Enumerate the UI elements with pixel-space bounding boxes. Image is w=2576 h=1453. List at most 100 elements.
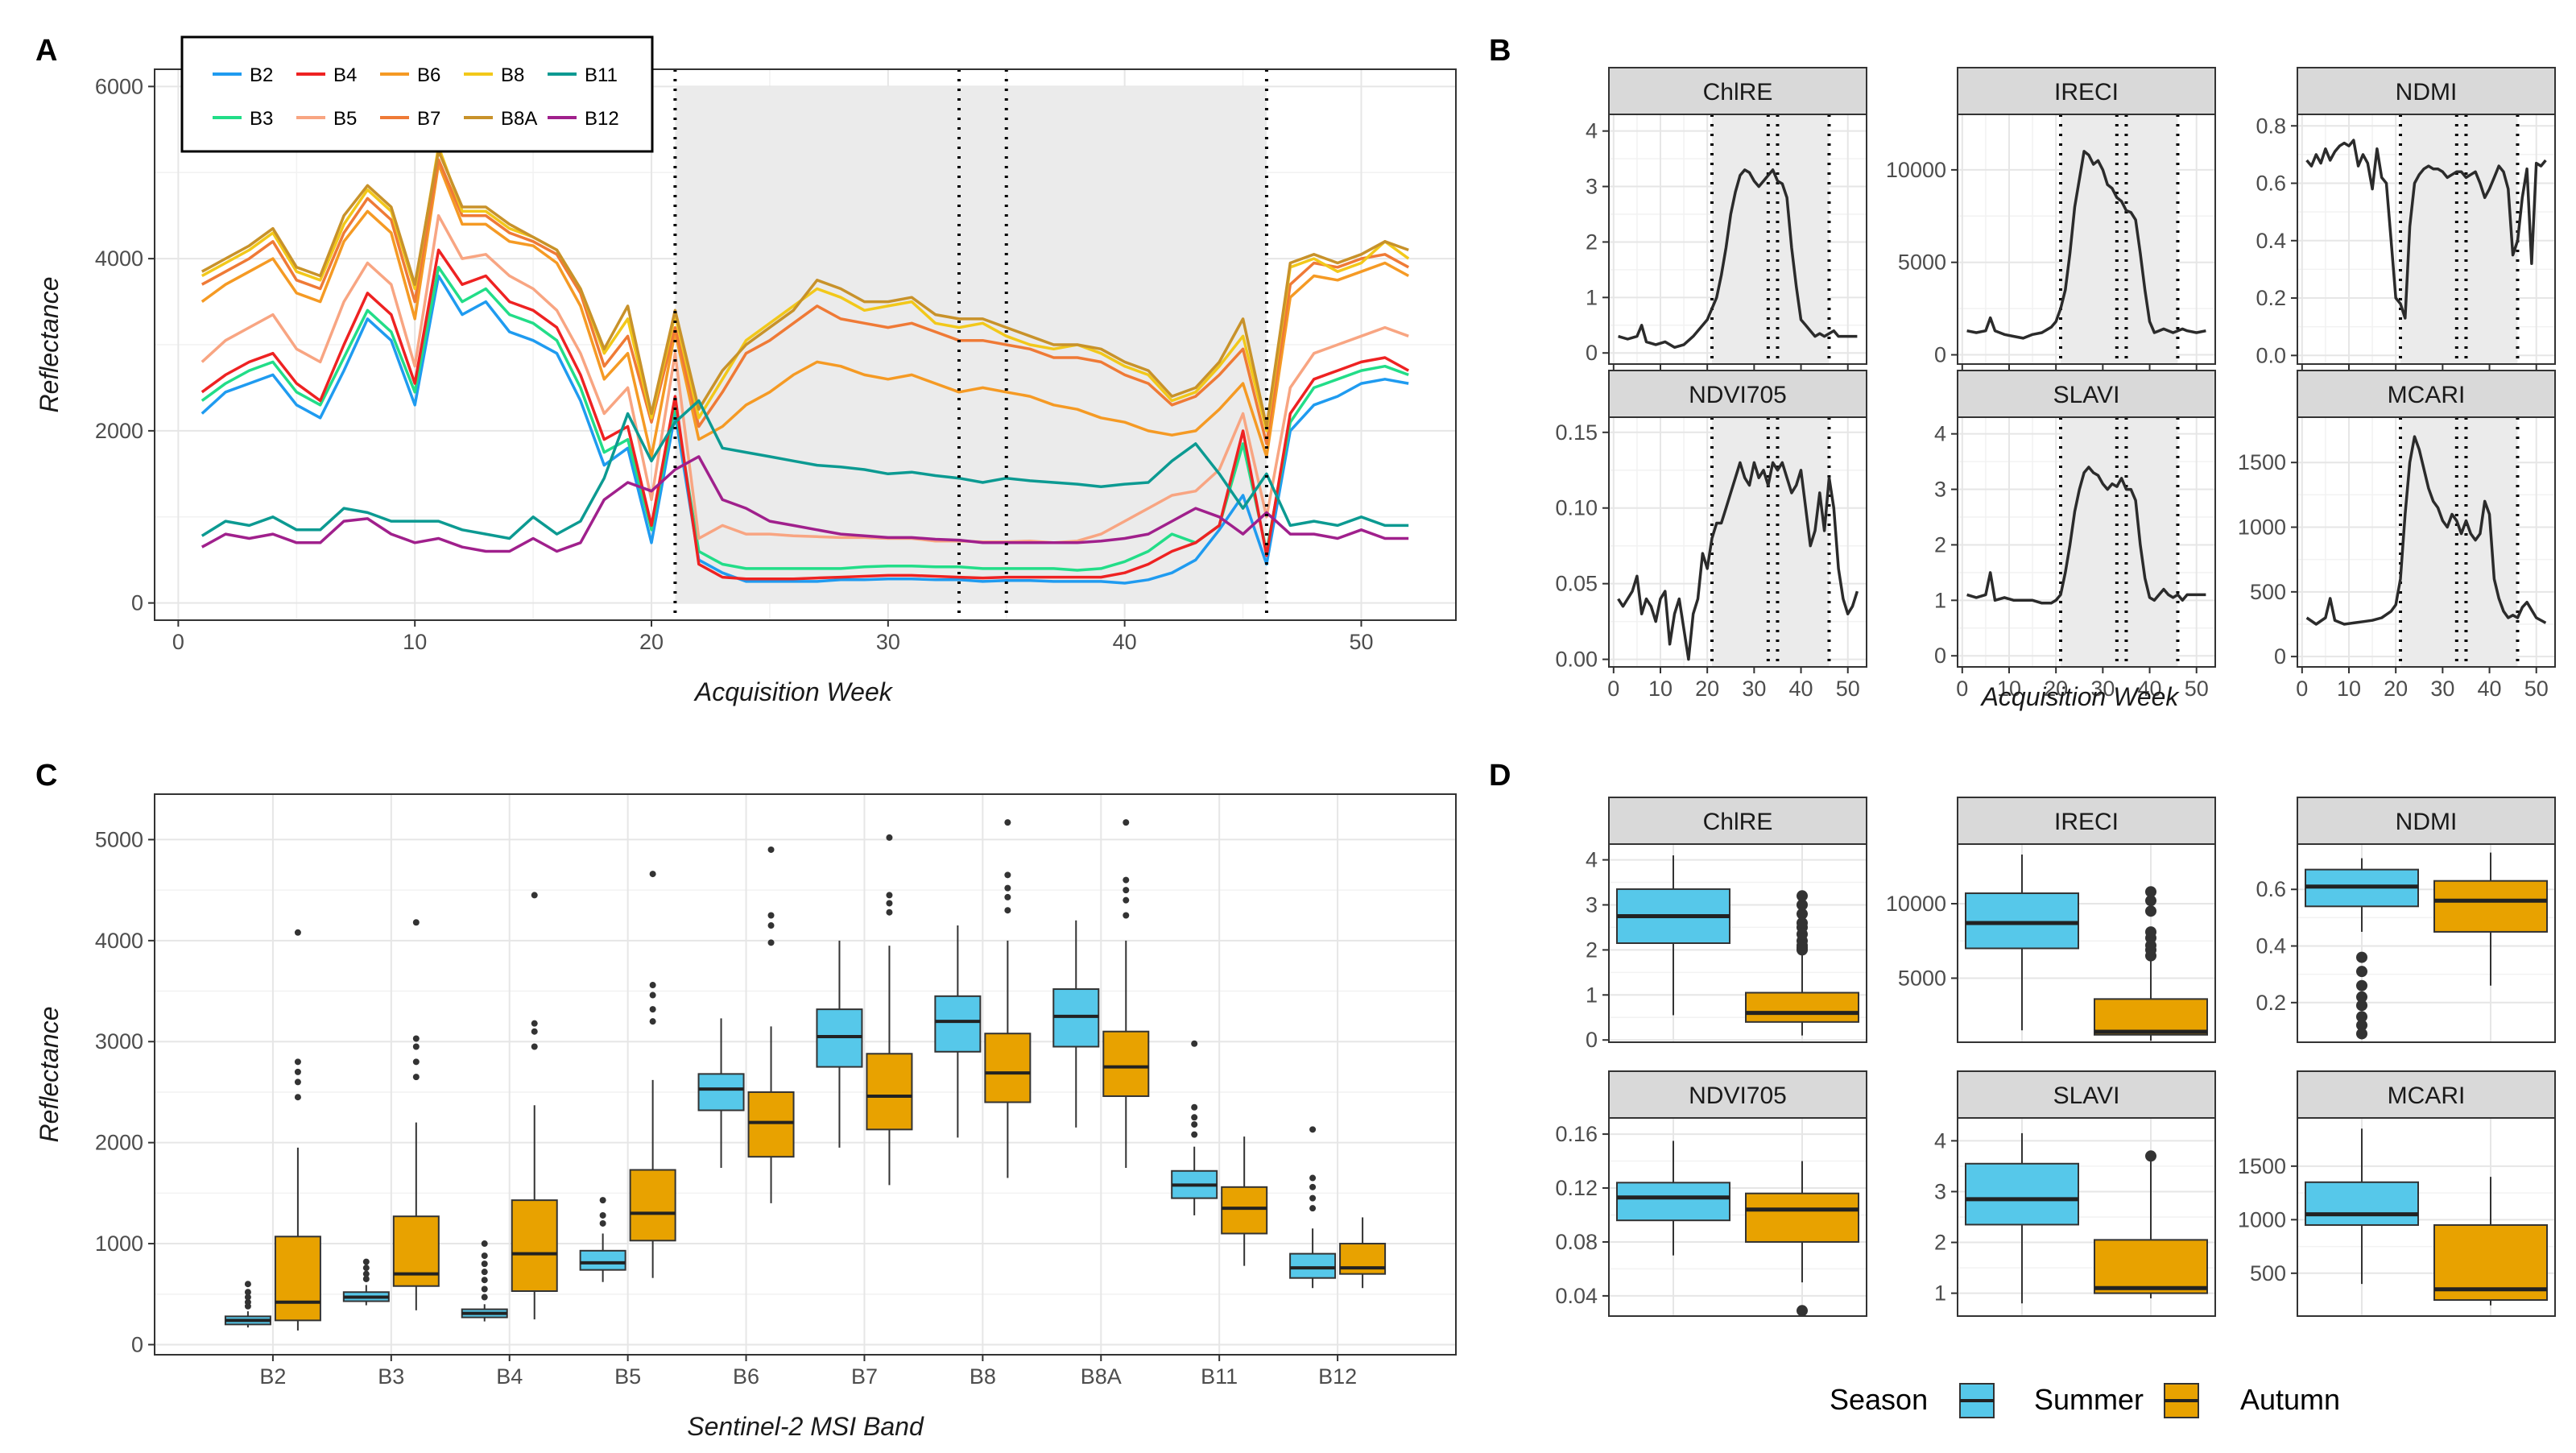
box-autumn-b4-outlier	[531, 892, 538, 899]
box-autumn-b7-outlier	[886, 892, 893, 899]
facet-b-mcari-x-tick-label: 50	[2524, 677, 2549, 701]
facet-b-mcari-x-tick-label: 10	[2337, 677, 2361, 701]
facet-d-ndvi705-autumn-outlier	[1797, 1305, 1808, 1317]
facet-b-ndvi705-x-tick-label: 0	[1607, 677, 1619, 701]
facet-b-ndmi-y-tick-label: 0.2	[2256, 286, 2286, 310]
facet-b-mcari-line	[2305, 435, 2547, 626]
legend-label-b8a: B8A	[501, 108, 537, 130]
facet-d-mcari-strip	[2297, 1070, 2556, 1119]
facet-b-chlre-y-tick-label: 2	[1586, 230, 1598, 254]
facet-d-slavi-strip	[1957, 1070, 2216, 1119]
legend-label-b3: B3	[250, 108, 273, 130]
facet-d-slavi-y-tick-label: 3	[1934, 1179, 1946, 1203]
box-summer-b12-outlier	[1309, 1183, 1317, 1190]
facet-b-ndvi705-x-tick-label: 20	[1695, 677, 1719, 701]
box-autumn-b8a-outlier	[1123, 819, 1130, 826]
box-summer-b11-outlier	[1191, 1040, 1198, 1047]
panel-a-x-tick-label: 30	[876, 630, 900, 654]
box-summer-b12-outlier	[1309, 1174, 1317, 1182]
box-summer-b4-outlier	[481, 1252, 488, 1260]
facet-d-chlre-strip	[1608, 797, 1867, 845]
facet-d-ireci-autumn-outlier	[2145, 926, 2156, 938]
facet-d-chlre-y-tick-label: 3	[1586, 892, 1598, 917]
panel-c-y-tick-label: 3000	[95, 1029, 143, 1054]
box-summer-b5-outlier	[599, 1211, 606, 1219]
facet-d-ireci-autumn-box	[2094, 998, 2208, 1036]
panel-a-x-axis-label: Acquisition Week	[693, 677, 894, 706]
facet-b-ndvi705-x-tick-label: 50	[1836, 677, 1860, 701]
box-summer-b8-box	[934, 995, 982, 1053]
box-autumn-b2-outlier	[294, 1094, 301, 1101]
facet-b-mcari-x-tick-label: 0	[2296, 677, 2308, 701]
box-autumn-b3-outlier	[412, 1058, 420, 1066]
panel-a-y-tick-label: 0	[131, 591, 143, 615]
facet-d-ndmi-strip-label: NDMI	[2396, 809, 2458, 835]
box-summer-b4-outlier	[481, 1277, 488, 1284]
legend-label-b8: B8	[501, 64, 524, 86]
facet-d-slavi-autumn-outlier	[2145, 1150, 2156, 1162]
facet-b-ireci-season-shade	[2061, 114, 2178, 364]
panel-b-x-axis-label: Acquisition Week	[1980, 682, 2181, 711]
panel-a-panel-border	[154, 68, 1457, 621]
panel-a-y-tick-label: 2000	[95, 419, 143, 443]
facet-d-ireci-y-tick-label: 10000	[1886, 892, 1946, 916]
facet-b-slavi-y-tick-label: 2	[1934, 532, 1946, 557]
panel-d-index-boxplots: ChlRE 0 1 2 3 4 IRECI 5000 10000 NDMI 0.2 0.4 0.6 NDV…	[1555, 797, 2556, 1418]
facet-d-ndvi705-y-tick-label: 0.08	[1555, 1230, 1598, 1254]
panel-label-c: C	[35, 759, 57, 793]
box-autumn-b7-box	[866, 1053, 913, 1131]
facet-b-mcari-y-tick-label: 500	[2250, 580, 2286, 604]
facet-b-slavi-strip	[1957, 370, 2216, 418]
facet-b-ndvi705-y-tick-label: 0.05	[1555, 572, 1598, 596]
facet-b-ireci-strip-label: IRECI	[2054, 79, 2119, 106]
panel-c-x-tick-label: B6	[733, 1364, 759, 1389]
facet-d-ndmi-y-tick-label: 0.6	[2256, 877, 2286, 901]
facet-b-mcari-y-tick-label: 1500	[2238, 450, 2286, 474]
box-autumn-b6-outlier	[767, 922, 775, 929]
facet-d-ndmi-summer-outlier	[2356, 1028, 2367, 1040]
facet-d-ndvi705-y-tick-label: 0.12	[1555, 1176, 1598, 1200]
facet-d-ireci-strip-label: IRECI	[2054, 809, 2119, 835]
facet-d-chlre-strip-label: ChlRE	[1703, 809, 1773, 835]
facet-b-slavi-x-tick-label: 10	[1997, 677, 2021, 701]
facet-b-chlre-y-tick-label: 4	[1586, 119, 1598, 143]
box-autumn-b3-outlier	[412, 919, 420, 926]
facet-b-chlre-y-tick-label: 3	[1586, 175, 1598, 199]
facet-d-mcari-y-tick-label: 1500	[2238, 1154, 2286, 1178]
box-autumn-b2-outlier	[294, 1068, 301, 1075]
facet-d-ndmi-strip	[2297, 797, 2556, 845]
legend-label-b2: B2	[250, 64, 273, 86]
series-line-b5	[201, 213, 1409, 544]
facet-d-chlre-autumn-outlier	[1797, 908, 1808, 920]
facet-d-chlre-y-tick-label: 0	[1586, 1028, 1598, 1052]
facet-d-ndmi-y-tick-label: 0.2	[2256, 991, 2286, 1015]
legend-box	[180, 35, 654, 153]
series-line-b8a	[201, 149, 1409, 428]
box-summer-b4-outlier	[481, 1285, 488, 1293]
panel-label-a: A	[35, 34, 57, 68]
facet-b-chlre-line	[1618, 168, 1858, 350]
facet-d-ndmi-summer-outlier	[2356, 1019, 2367, 1031]
facet-d-ndvi705-autumn-box	[1745, 1192, 1859, 1243]
legend-label-b7: B7	[417, 108, 440, 130]
series-line-b6	[201, 162, 1410, 458]
box-autumn-b8-outlier	[1004, 871, 1011, 879]
facet-d-ndmi-summer-outlier	[2356, 991, 2367, 1003]
series-line-b11	[201, 399, 1409, 540]
facet-b-mcari-y-tick-label: 0	[2274, 644, 2286, 669]
box-autumn-b8a-outlier	[1123, 876, 1130, 884]
box-autumn-b6-outlier	[767, 846, 775, 853]
season-legend-title: Season	[1830, 1383, 1928, 1416]
box-summer-b3-outlier	[362, 1258, 370, 1265]
facet-d-chlre-y-tick-label: 4	[1586, 848, 1598, 872]
box-summer-b5-box	[579, 1249, 626, 1271]
panel-a-x-tick-label: 0	[172, 630, 184, 654]
box-autumn-b2-outlier	[294, 1058, 301, 1066]
box-autumn-b8-outlier	[1004, 907, 1011, 914]
box-summer-b11-outlier	[1191, 1131, 1198, 1138]
panel-c-plot-background	[155, 794, 1456, 1355]
facet-d-slavi-summer-box	[1965, 1162, 2079, 1226]
panel-a-season-shade	[675, 86, 1267, 603]
facet-d-ireci-strip	[1957, 797, 2216, 845]
facet-b-slavi-x-tick-label: 50	[2185, 677, 2209, 701]
